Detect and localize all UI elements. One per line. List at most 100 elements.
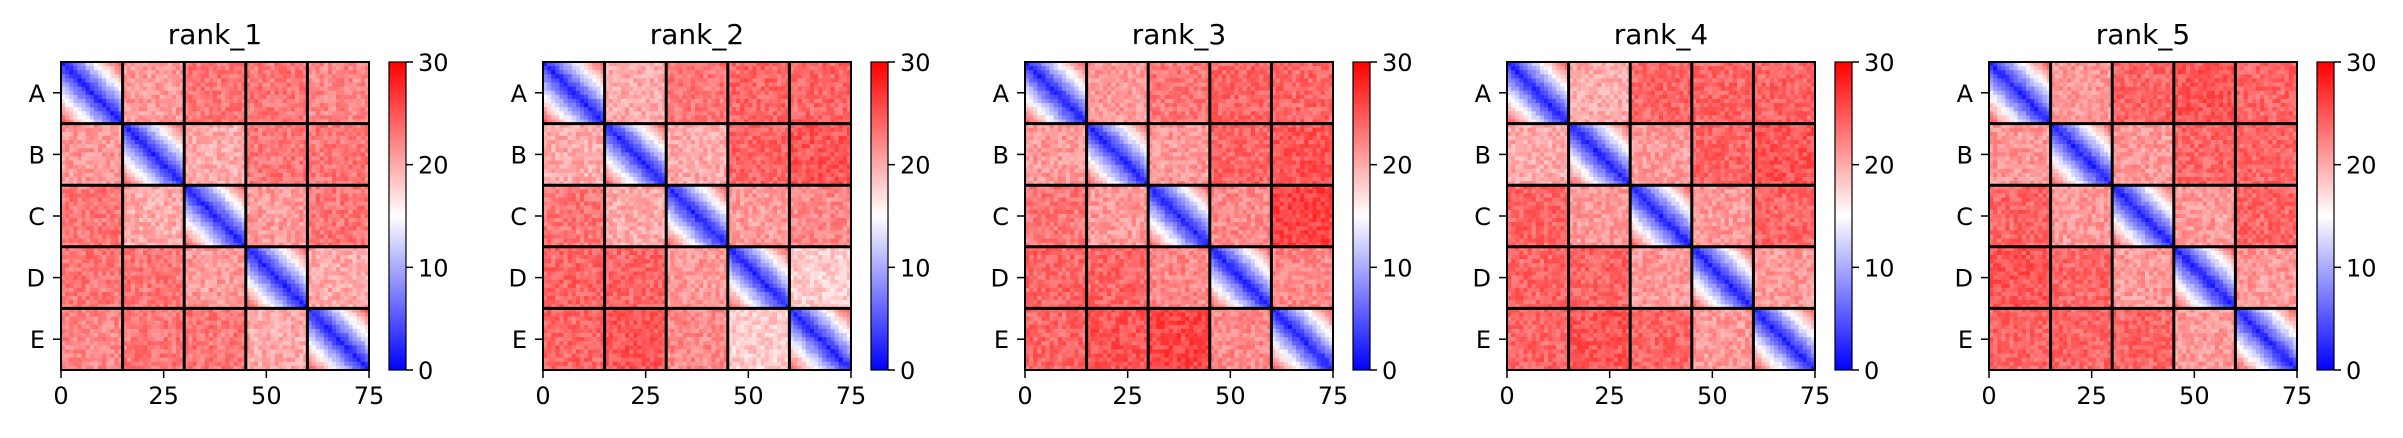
heatmap-cell	[98, 280, 102, 284]
heatmap-cell	[320, 132, 324, 136]
heatmap-cell	[238, 218, 242, 222]
heatmap-cell	[299, 193, 303, 197]
heatmap-cell	[106, 193, 110, 197]
heatmap-cell	[225, 313, 229, 317]
heatmap-cell	[155, 161, 159, 165]
heatmap-cell	[348, 136, 352, 140]
heatmap-cell	[275, 91, 279, 95]
heatmap-cell	[328, 276, 332, 280]
heatmap-cell	[147, 165, 151, 169]
heatmap-cell	[155, 193, 159, 197]
heatmap-cell	[192, 202, 196, 206]
heatmap-cell	[172, 210, 176, 214]
heatmap-cell	[328, 292, 332, 296]
heatmap-cell	[275, 95, 279, 99]
heatmap-cell	[213, 148, 217, 152]
heatmap-cell	[299, 136, 303, 140]
heatmap-cell	[102, 140, 106, 144]
heatmap-cell	[348, 288, 352, 292]
heatmap-cell	[270, 91, 274, 95]
heatmap-cell	[250, 271, 254, 275]
heatmap-cell	[213, 210, 217, 214]
heatmap-cell	[90, 66, 94, 70]
heatmap-cell	[229, 329, 233, 333]
heatmap-cell	[312, 173, 316, 177]
heatmap-cell	[73, 70, 77, 74]
heatmap-cell	[65, 140, 69, 144]
heatmap-cell	[98, 161, 102, 165]
heatmap-cell	[238, 263, 242, 267]
heatmap-cell	[94, 313, 98, 317]
heatmap-cell	[143, 136, 147, 140]
heatmap-cell	[291, 161, 295, 165]
heatmap-cell	[188, 210, 192, 214]
heatmap-cell	[217, 115, 221, 119]
heatmap-cell	[147, 115, 151, 119]
heatmap-cell	[340, 292, 344, 296]
heatmap-cell	[283, 165, 287, 169]
heatmap-cell	[102, 239, 106, 243]
heatmap-cell	[258, 255, 262, 259]
heatmap-cell	[73, 214, 77, 218]
heatmap-cell	[266, 280, 270, 284]
heatmap-cell	[77, 74, 81, 78]
heatmap-cell	[86, 132, 90, 136]
heatmap-cell	[299, 111, 303, 115]
heatmap-cell	[357, 300, 361, 304]
heatmap-cell	[151, 288, 155, 292]
heatmap-cell	[209, 66, 213, 70]
heatmap-cell	[361, 251, 365, 255]
heatmap-cell	[275, 193, 279, 197]
heatmap-cell	[147, 189, 151, 193]
heatmap-cell	[233, 300, 237, 304]
heatmap-cell	[332, 214, 336, 218]
heatmap-cell	[160, 107, 164, 111]
heatmap-cell	[201, 107, 205, 111]
heatmap-cell	[77, 66, 81, 70]
heatmap-cell	[205, 87, 209, 91]
heatmap-cell	[65, 156, 69, 160]
heatmap-cell	[320, 99, 324, 103]
heatmap-cell	[77, 321, 81, 325]
heatmap-cell	[168, 222, 172, 226]
heatmap-cell	[262, 214, 266, 218]
heatmap-cell	[275, 230, 279, 234]
heatmap-cell	[357, 259, 361, 263]
heatmap-cell	[209, 95, 213, 99]
heatmap-cell	[258, 74, 262, 78]
heatmap-cell	[287, 280, 291, 284]
heatmap-cell	[143, 267, 147, 271]
heatmap-cell	[266, 152, 270, 156]
heatmap-cell	[320, 173, 324, 177]
heatmap-cell	[348, 152, 352, 156]
heatmap-cell	[110, 198, 114, 202]
heatmap-cell	[213, 288, 217, 292]
heatmap-cell	[225, 91, 229, 95]
heatmap-cell	[213, 87, 217, 91]
heatmap-cell	[324, 193, 328, 197]
heatmap-cell	[344, 152, 348, 156]
heatmap-cell	[192, 107, 196, 111]
heatmap-cell	[229, 144, 233, 148]
heatmap-cell	[172, 156, 176, 160]
heatmap-cell	[90, 177, 94, 181]
heatmap-cell	[361, 136, 365, 140]
heatmap-cell	[205, 317, 209, 321]
heatmap-cell	[233, 202, 237, 206]
heatmap-cell	[262, 115, 266, 119]
heatmap-cell	[131, 239, 135, 243]
heatmap-cell	[209, 313, 213, 317]
heatmap-cell	[77, 78, 81, 82]
heatmap-cell	[94, 284, 98, 288]
heatmap-cell	[250, 132, 254, 136]
heatmap-cell	[336, 111, 340, 115]
heatmap-cell	[135, 202, 139, 206]
heatmap-cell	[361, 87, 365, 91]
heatmap-cell	[299, 87, 303, 91]
heatmap-cell	[151, 284, 155, 288]
heatmap-cell	[332, 66, 336, 70]
heatmap-cell	[164, 321, 168, 325]
heatmap-cell	[77, 210, 81, 214]
heatmap-cell	[73, 148, 77, 152]
heatmap-cell	[106, 148, 110, 152]
